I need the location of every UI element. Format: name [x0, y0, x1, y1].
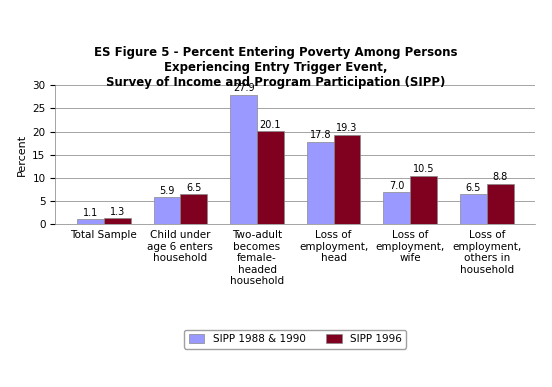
Bar	[460, 194, 487, 224]
Text: 1.1: 1.1	[83, 208, 98, 218]
Bar	[307, 142, 333, 224]
Text: 20.1: 20.1	[259, 120, 281, 130]
Text: 6.5: 6.5	[186, 183, 201, 193]
Text: 27.9: 27.9	[233, 84, 254, 94]
Text: 10.5: 10.5	[413, 164, 434, 174]
Text: 1.3: 1.3	[110, 207, 125, 217]
Text: 5.9: 5.9	[160, 186, 175, 196]
Bar	[230, 95, 257, 224]
Bar	[384, 192, 410, 224]
Bar	[487, 183, 513, 224]
Text: ES Figure 5 - Percent Entering Poverty Among Persons
Experiencing Entry Trigger : ES Figure 5 - Percent Entering Poverty A…	[94, 46, 458, 89]
Text: 6.5: 6.5	[466, 183, 481, 193]
Text: 17.8: 17.8	[310, 130, 331, 140]
Bar	[153, 197, 181, 224]
Y-axis label: Percent: Percent	[17, 134, 26, 176]
Legend: SIPP 1988 & 1990, SIPP 1996: SIPP 1988 & 1990, SIPP 1996	[184, 330, 406, 349]
Text: 7.0: 7.0	[389, 181, 405, 190]
Bar	[410, 176, 437, 224]
Text: 8.8: 8.8	[492, 172, 508, 182]
Bar	[104, 218, 131, 224]
Bar	[257, 131, 284, 224]
Text: 19.3: 19.3	[336, 123, 358, 134]
Bar	[77, 219, 104, 224]
Bar	[181, 194, 207, 224]
Bar	[333, 135, 360, 224]
